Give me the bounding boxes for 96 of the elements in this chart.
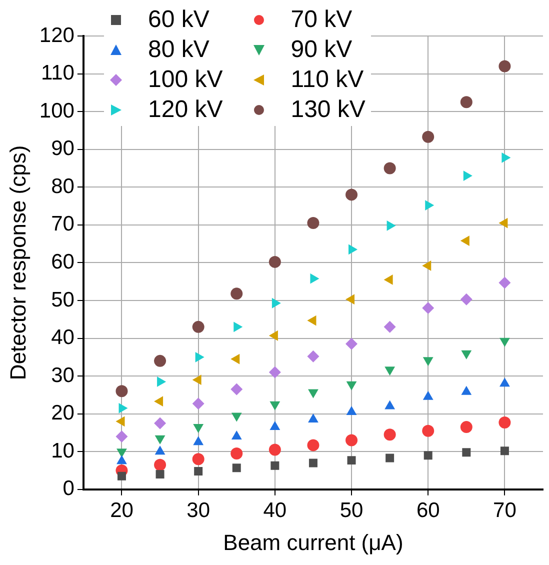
point (154, 396, 164, 407)
x-tick-label: 60 (416, 498, 440, 522)
point (192, 398, 204, 410)
point (268, 256, 281, 268)
point (230, 383, 243, 396)
point (117, 472, 126, 480)
y-tick-label: 120 (39, 24, 74, 47)
point (268, 366, 281, 378)
point (307, 350, 320, 362)
y-tick-label: 100 (39, 99, 74, 122)
y-axis-title: Detector response (cps) (5, 145, 30, 380)
point (500, 446, 509, 456)
point (346, 294, 355, 305)
y-tick-label: 0 (62, 477, 74, 500)
point (346, 434, 358, 446)
point (460, 293, 472, 306)
point (346, 381, 357, 390)
point (498, 276, 511, 289)
point (498, 60, 511, 72)
point (116, 430, 128, 443)
point (195, 352, 204, 362)
point (422, 260, 432, 271)
legend-label: 100 kV (148, 66, 223, 94)
legend-label: 110 kV (290, 66, 364, 94)
point (192, 453, 204, 466)
point (154, 446, 166, 455)
x-tick-label: 30 (186, 498, 210, 522)
y-tick-label: 50 (51, 288, 74, 312)
x-axis-title: Beam current (μA) (223, 530, 404, 555)
point (384, 428, 396, 441)
point (154, 354, 166, 367)
y-tick-label: 110 (40, 62, 74, 85)
point (422, 302, 434, 314)
y-tick-label: 30 (51, 364, 74, 387)
point (270, 461, 280, 470)
point (422, 424, 434, 437)
point (231, 430, 242, 440)
y-tick-label: 90 (51, 137, 74, 160)
point (154, 458, 166, 471)
point (230, 288, 243, 300)
point (386, 220, 396, 231)
legend-label: 60 kV (148, 6, 210, 34)
point (307, 439, 320, 452)
legend-label: 90 kV (290, 36, 352, 64)
point (230, 354, 240, 364)
point (307, 217, 320, 230)
point (424, 451, 432, 460)
point (118, 402, 128, 414)
point (194, 467, 203, 476)
point (268, 444, 281, 456)
point (307, 315, 316, 326)
point (498, 416, 511, 429)
point (500, 378, 510, 387)
y-tick-label: 20 (51, 402, 74, 425)
x-tick-label: 20 (110, 498, 134, 522)
point (156, 470, 164, 479)
point (308, 389, 318, 398)
x-tick-label: 40 (263, 498, 287, 522)
point (422, 130, 434, 143)
y-tick-label: 80 (51, 174, 74, 198)
point (346, 188, 358, 201)
point (116, 385, 128, 398)
point (154, 417, 166, 430)
point (231, 412, 242, 422)
legend-label: 70 kV (290, 6, 352, 34)
point (116, 455, 127, 464)
point (384, 320, 396, 333)
y-tick-label: 10 (51, 439, 74, 462)
point (154, 435, 166, 444)
point (460, 421, 472, 434)
point (272, 298, 281, 308)
y-tick-label: 70 (51, 212, 74, 236)
legend-label: 130 kV (290, 96, 366, 124)
x-tick-label: 50 (340, 498, 364, 522)
point (346, 338, 358, 350)
point (463, 170, 472, 181)
y-tick-label: 60 (51, 250, 74, 274)
point (192, 320, 204, 333)
point (230, 448, 243, 460)
point (270, 401, 280, 410)
point (193, 436, 204, 446)
legend-label: 80 kV (148, 36, 210, 64)
y-tick-label: 40 (51, 326, 74, 350)
point (232, 464, 241, 472)
x-tick-label: 70 (493, 498, 516, 522)
point (500, 338, 510, 347)
point (461, 350, 472, 360)
point (462, 448, 471, 457)
point (498, 218, 508, 228)
point (386, 454, 394, 462)
point (270, 421, 280, 430)
point (460, 96, 472, 108)
point (347, 456, 356, 465)
point (308, 458, 318, 468)
point (384, 162, 396, 174)
legend-label: 120 kV (148, 96, 223, 124)
